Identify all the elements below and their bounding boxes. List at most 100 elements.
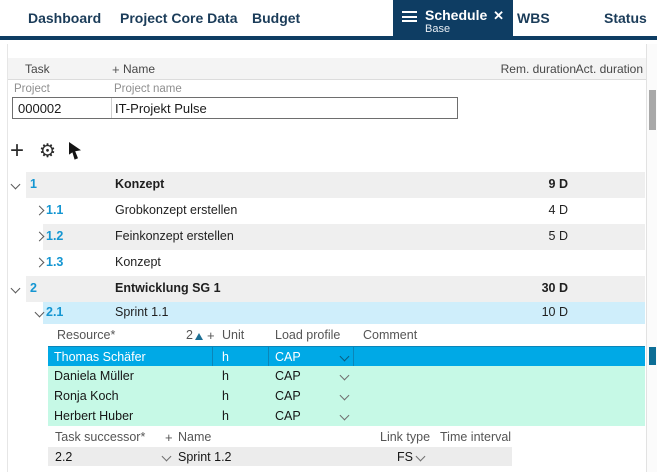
chevron-down-icon[interactable] [10, 283, 21, 294]
task-rem-duration: 5 D [548, 229, 568, 243]
sort-order-badge[interactable]: 2 [186, 328, 193, 342]
resource-row[interactable]: Daniela Müller h CAP [48, 366, 645, 386]
panel-left-border [7, 44, 8, 472]
chevron-right-icon[interactable] [34, 205, 45, 216]
tab-schedule-active[interactable]: Schedule ✕ Base [393, 0, 513, 40]
cell-divider [111, 98, 112, 118]
add-task-icon[interactable]: + [10, 137, 25, 164]
link-type-value[interactable]: FS [397, 450, 413, 464]
row-shading [26, 172, 645, 198]
task-row[interactable]: 1 Konzept 9 D [8, 172, 645, 198]
tab-budget[interactable]: Budget [252, 0, 300, 36]
task-row[interactable]: 1.1 Grobkonzept erstellen 4 D [8, 198, 645, 224]
task-name: Sprint 1.1 [115, 305, 169, 319]
task-wbs-number: 2 [30, 281, 37, 295]
resource-name: Daniela Müller [54, 369, 134, 383]
resource-name: Thomas Schäfer [54, 350, 146, 364]
select-cursor-icon[interactable] [66, 141, 83, 166]
add-successor-icon[interactable]: + [165, 430, 173, 445]
chevron-right-icon[interactable] [34, 257, 45, 268]
menu-hamburger-icon[interactable] [402, 11, 417, 23]
project-id-field[interactable]: 000002 [18, 101, 62, 116]
resource-row[interactable]: Ronja Koch h CAP [48, 386, 645, 406]
unit-value[interactable]: h [222, 369, 229, 383]
task-row[interactable]: 2.1 Sprint 1.1 10 D [8, 302, 645, 324]
task-row[interactable]: 1.2 Feinkonzept erstellen 5 D [8, 224, 645, 250]
chevron-down-icon[interactable] [339, 351, 350, 362]
column-unit: Unit [222, 328, 245, 342]
chevron-down-icon[interactable] [339, 410, 350, 421]
column-time-interval: Time interval [440, 430, 512, 444]
task-table-header: Task + Name Rem. duration Act. duration [8, 58, 647, 80]
chevron-down-icon[interactable] [339, 370, 350, 381]
resource-name: Ronja Koch [54, 389, 119, 403]
tab-project-core-data[interactable]: Project Core Data [120, 0, 237, 36]
task-name: Grobkonzept erstellen [115, 203, 238, 217]
column-rem-duration: Rem. duration [500, 62, 576, 76]
column-resource: Resource* [57, 328, 116, 342]
chevron-down-icon[interactable] [415, 451, 426, 462]
column-name: Name [178, 430, 212, 444]
project-row-box: 000002 IT-Projekt Pulse [12, 97, 458, 119]
tab-label: Budget [252, 10, 301, 26]
chevron-down-icon[interactable] [10, 179, 21, 190]
vertical-scrollbar[interactable] [646, 44, 657, 472]
resource-row[interactable]: Herbert Huber h CAP [48, 406, 645, 426]
task-name: Entwicklung SG 1 [115, 281, 221, 295]
scrollbar-thumb[interactable] [649, 90, 656, 130]
project-name-field[interactable]: IT-Projekt Pulse [115, 101, 207, 116]
unit-value[interactable]: h [222, 409, 229, 423]
tab-label: Status [604, 10, 647, 26]
column-link-type: Link type [380, 430, 431, 444]
cell-divider [212, 347, 213, 367]
add-resource-icon[interactable]: + [207, 328, 215, 343]
successor-row[interactable]: 2.2 Sprint 1.2 FS [48, 447, 512, 466]
task-row[interactable]: 1.3 Konzept [8, 250, 645, 276]
task-rem-duration: 9 D [548, 177, 568, 191]
column-act-duration: Act. duration [575, 62, 643, 76]
chevron-down-icon[interactable] [161, 451, 172, 462]
column-task-successor: Task successor* [55, 430, 146, 444]
column-name: Name [123, 62, 156, 76]
task-rem-duration: 30 D [541, 281, 568, 295]
project-type-label: Project [14, 83, 50, 95]
successor-table-header: Task successor* + Name Link type Time in… [8, 428, 645, 447]
successor-name: Sprint 1.2 [178, 450, 232, 464]
add-column-icon[interactable]: + [112, 62, 120, 77]
load-profile-value[interactable]: CAP [275, 389, 301, 403]
chevron-down-icon[interactable] [339, 390, 350, 401]
tab-dashboard[interactable]: Dashboard [28, 0, 101, 36]
sort-ascending-icon[interactable] [195, 333, 203, 340]
cell-divider [353, 347, 354, 367]
task-row[interactable]: 2 Entwicklung SG 1 30 D [8, 276, 645, 302]
task-wbs-number: 1.2 [46, 229, 64, 243]
task-wbs-number: 1 [30, 177, 37, 191]
resource-row[interactable]: Thomas Schäfer h CAP [48, 346, 645, 367]
row-shading [43, 302, 645, 324]
task-rem-duration: 4 D [548, 203, 568, 217]
tab-bar-underline [0, 36, 657, 40]
close-tab-icon[interactable]: ✕ [493, 8, 504, 23]
resource-name: Herbert Huber [54, 409, 134, 423]
column-comment: Comment [363, 328, 418, 342]
tab-label: Project Core Data [120, 10, 238, 26]
successor-task-id[interactable]: 2.2 [55, 450, 73, 464]
task-name: Feinkonzept erstellen [115, 229, 234, 243]
load-profile-value[interactable]: CAP [275, 369, 301, 383]
resource-scrollbar-thumb[interactable] [649, 347, 656, 365]
column-task: Task [25, 62, 50, 76]
tab-bar: Dashboard Project Core Data Budget Sched… [0, 0, 657, 40]
unit-value[interactable]: h [222, 389, 229, 403]
tab-label: WBS [517, 10, 550, 26]
settings-gear-icon[interactable]: ⚙ [39, 141, 57, 162]
load-profile-value[interactable]: CAP [275, 409, 301, 423]
cell-divider [268, 347, 269, 367]
row-shading [43, 224, 645, 250]
tab-label: Dashboard [28, 10, 102, 26]
tab-label: Schedule [425, 7, 488, 23]
tab-wbs[interactable]: WBS [517, 0, 550, 36]
unit-value[interactable]: h [222, 350, 229, 364]
row-shading [26, 276, 645, 302]
tab-status[interactable]: Status [604, 0, 647, 36]
load-profile-value[interactable]: CAP [275, 350, 301, 364]
